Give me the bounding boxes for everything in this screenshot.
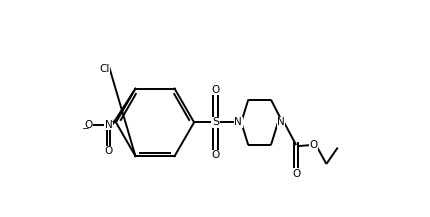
Text: +: + [110,119,116,125]
Text: O: O [211,85,219,95]
Text: N: N [104,120,112,130]
Text: N: N [234,117,242,127]
Text: S: S [212,117,218,127]
Text: O: O [309,140,317,150]
Text: O: O [292,169,300,179]
Text: −: − [81,123,89,132]
Text: N: N [276,117,284,127]
Text: Cl: Cl [99,64,110,74]
Text: O: O [211,150,219,160]
Text: O: O [84,120,92,130]
Text: O: O [104,146,112,156]
